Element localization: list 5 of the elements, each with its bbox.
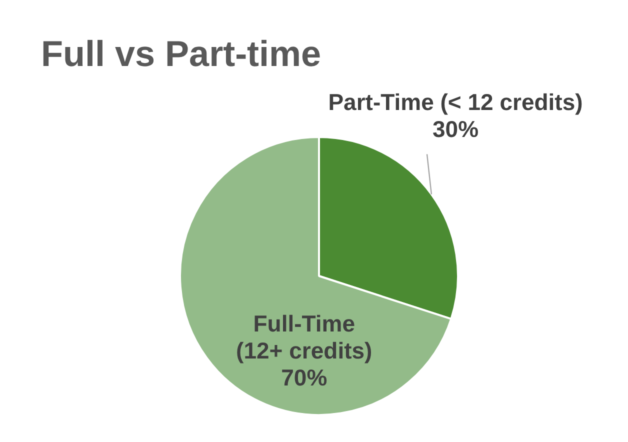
slice-label: Full-Time (12+ credits) <box>236 310 372 364</box>
slice-label: Part-Time (< 12 credits) <box>328 89 583 116</box>
chart-title: Full vs Part-time <box>41 33 322 74</box>
data-label: 30% <box>432 116 479 142</box>
data-label: 70% <box>281 364 328 391</box>
